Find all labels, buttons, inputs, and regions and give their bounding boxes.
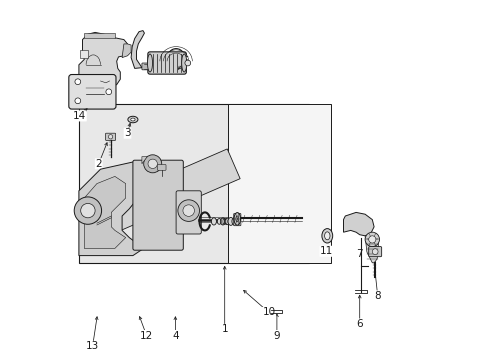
Ellipse shape [217,219,221,224]
Text: 6: 6 [356,319,362,329]
Circle shape [81,203,95,218]
FancyBboxPatch shape [167,60,185,66]
Circle shape [75,79,81,85]
Circle shape [184,60,190,66]
Bar [84,33,115,38]
Polygon shape [343,212,373,236]
Text: 3: 3 [124,128,131,138]
Circle shape [178,200,199,221]
Polygon shape [79,162,143,256]
Ellipse shape [127,116,138,123]
FancyBboxPatch shape [147,52,186,74]
FancyBboxPatch shape [176,191,201,234]
Ellipse shape [231,218,237,225]
Circle shape [74,197,102,224]
Circle shape [75,98,81,104]
Ellipse shape [324,232,329,240]
Polygon shape [142,157,147,164]
Polygon shape [84,176,125,248]
Ellipse shape [224,218,229,225]
Polygon shape [131,31,144,68]
Circle shape [183,205,194,216]
Circle shape [148,159,157,168]
Circle shape [368,236,375,243]
Polygon shape [365,234,378,263]
Ellipse shape [220,218,225,225]
Text: 9: 9 [273,330,280,341]
Circle shape [106,89,111,95]
FancyBboxPatch shape [105,133,115,140]
Ellipse shape [182,54,186,72]
Bar [79,104,309,263]
Text: 13: 13 [86,341,99,351]
FancyBboxPatch shape [133,160,183,250]
Circle shape [371,249,377,255]
FancyBboxPatch shape [69,75,116,109]
Bar [80,50,87,58]
Text: 1: 1 [221,324,227,334]
FancyBboxPatch shape [233,213,241,226]
Ellipse shape [147,54,152,72]
Circle shape [143,155,162,173]
Ellipse shape [211,218,216,225]
Text: 4: 4 [172,330,178,341]
Circle shape [365,232,379,247]
Ellipse shape [130,118,135,121]
FancyBboxPatch shape [157,165,166,170]
Text: 12: 12 [140,330,153,341]
Bar [228,104,330,263]
Polygon shape [79,32,127,92]
FancyBboxPatch shape [142,63,150,70]
FancyBboxPatch shape [368,247,381,257]
Text: 11: 11 [319,246,332,256]
Ellipse shape [235,216,238,222]
Circle shape [108,135,113,139]
Ellipse shape [227,217,233,225]
Text: 2: 2 [95,159,102,169]
Polygon shape [122,44,131,58]
Text: 8: 8 [374,291,380,301]
Text: 7: 7 [356,249,362,259]
Polygon shape [78,149,240,243]
Ellipse shape [234,212,240,225]
Text: 5: 5 [182,56,188,66]
Text: 10: 10 [262,307,275,318]
Ellipse shape [321,229,332,243]
Text: 14: 14 [73,111,86,121]
